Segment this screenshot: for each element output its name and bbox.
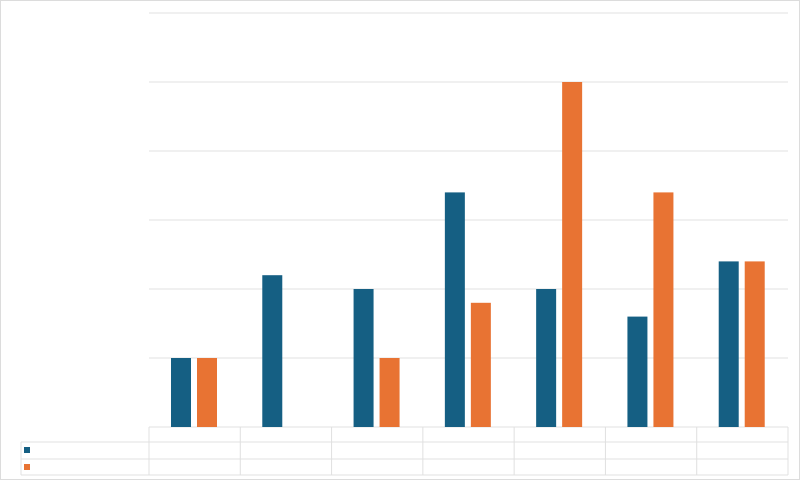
bar-series-1	[262, 275, 283, 427]
bar-series-2	[470, 302, 491, 427]
bar-series-1	[353, 289, 374, 427]
bar-series-2	[653, 192, 674, 427]
legend-swatch-series-2	[24, 464, 30, 470]
bar-series-2	[197, 358, 217, 427]
bar-series-1	[171, 358, 191, 427]
bar-series-1	[536, 289, 557, 427]
bar-series-1	[444, 192, 465, 427]
bar-series-2	[379, 358, 400, 427]
bar-series-2	[562, 82, 583, 427]
bar-series-1	[718, 261, 739, 427]
bar-series-1	[627, 316, 648, 427]
legend-swatch-series-1	[24, 447, 30, 453]
bar-series-2	[744, 261, 765, 427]
